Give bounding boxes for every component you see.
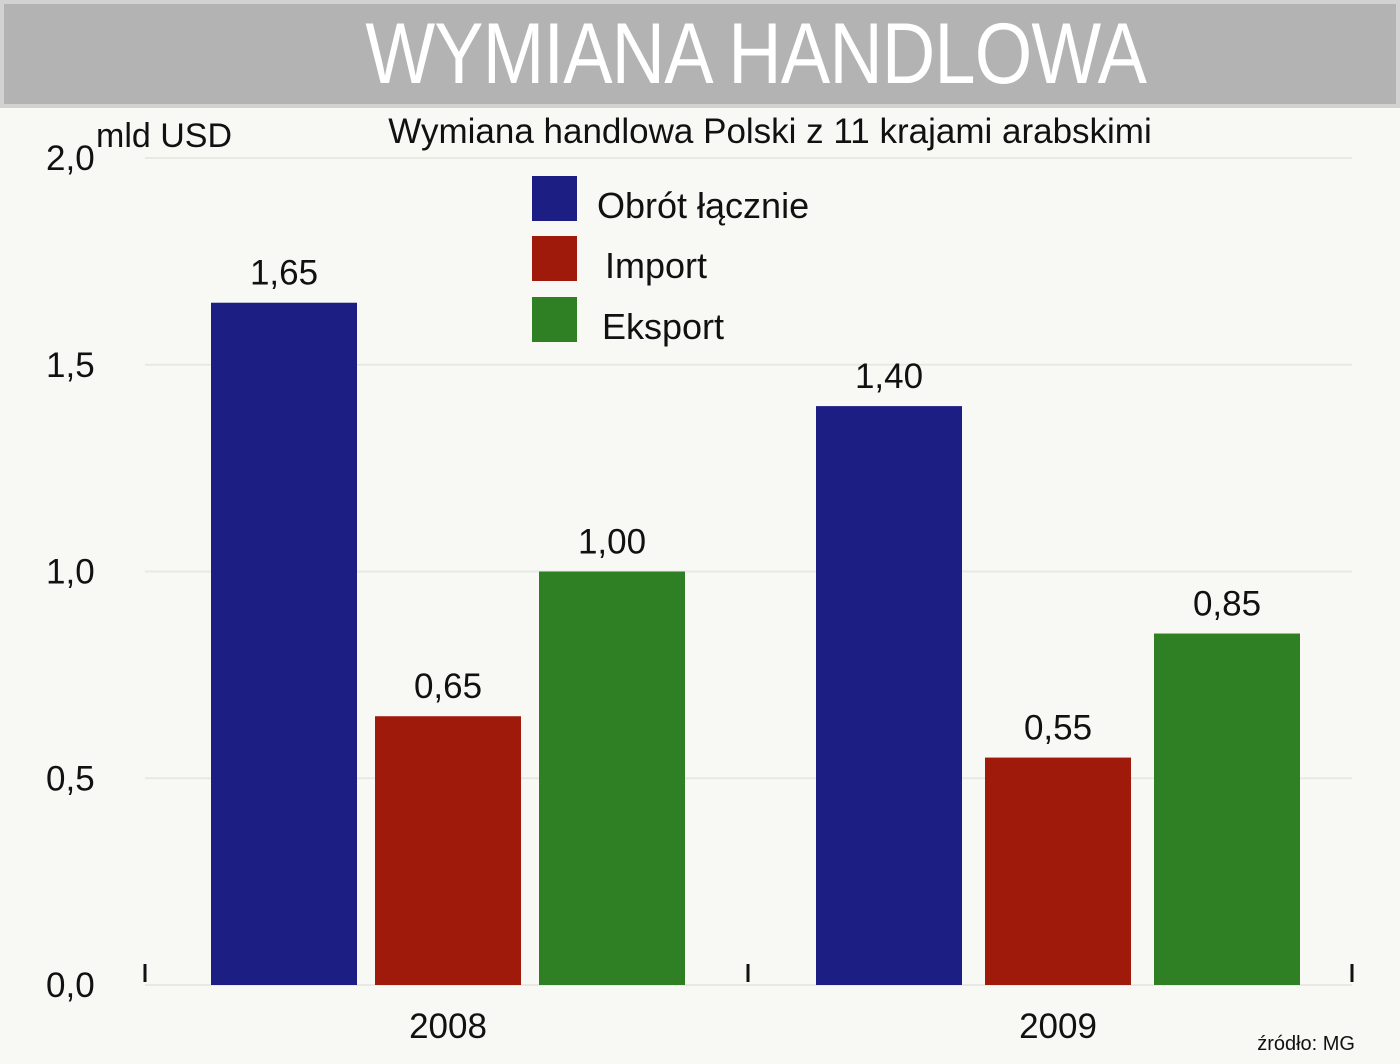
bar-value-label: 0,65 [414, 667, 482, 706]
y-tick-label: 1,5 [46, 346, 95, 385]
x-category-label: 2008 [409, 1007, 487, 1046]
source-note: źródło: MG [1257, 1033, 1355, 1055]
bar-value-label: 1,00 [578, 523, 646, 562]
bar-value-label: 1,40 [855, 357, 923, 396]
bar [539, 571, 685, 985]
x-axis-tick [143, 964, 147, 982]
bar-value-label: 0,85 [1193, 585, 1261, 624]
bar-value-label: 1,65 [250, 254, 318, 293]
bar [1154, 633, 1300, 985]
legend-swatch [532, 236, 577, 281]
banner-title: WYMIANA HANDLOWA [365, 6, 1147, 102]
chart-title: Wymiana handlowa Polski z 11 krajami ara… [388, 112, 1152, 151]
x-category-label: 2009 [1019, 1007, 1097, 1046]
y-tick-label: 1,0 [46, 553, 95, 592]
y-axis: 0,0 0,5 1,0 1,5 2,0 [46, 139, 95, 1005]
bar [816, 406, 962, 986]
x-axis-tick [1350, 964, 1354, 982]
x-axis: 2008 2009 [143, 964, 1354, 1046]
y-tick-label: 0,0 [46, 966, 95, 1005]
legend-swatch [532, 297, 577, 342]
bars: 1,65 0,65 1,00 1,40 0,55 0,85 [211, 254, 1300, 986]
x-axis-tick [746, 964, 750, 982]
y-axis-unit-label: mld USD [96, 117, 232, 155]
bar [375, 716, 521, 985]
bar [211, 302, 357, 986]
bar [985, 757, 1131, 985]
y-tick-label: 0,5 [46, 759, 95, 798]
legend-label: Eksport [602, 306, 724, 347]
legend: Obrót łącznie Import Eksport [532, 176, 809, 347]
y-tick-label: 2,0 [46, 139, 95, 178]
bar-value-label: 0,55 [1024, 709, 1092, 748]
title-banner: WYMIANA HANDLOWA [0, 0, 1400, 108]
legend-label: Obrót łącznie [597, 185, 809, 226]
legend-label: Import [605, 245, 707, 286]
legend-swatch [532, 176, 577, 221]
